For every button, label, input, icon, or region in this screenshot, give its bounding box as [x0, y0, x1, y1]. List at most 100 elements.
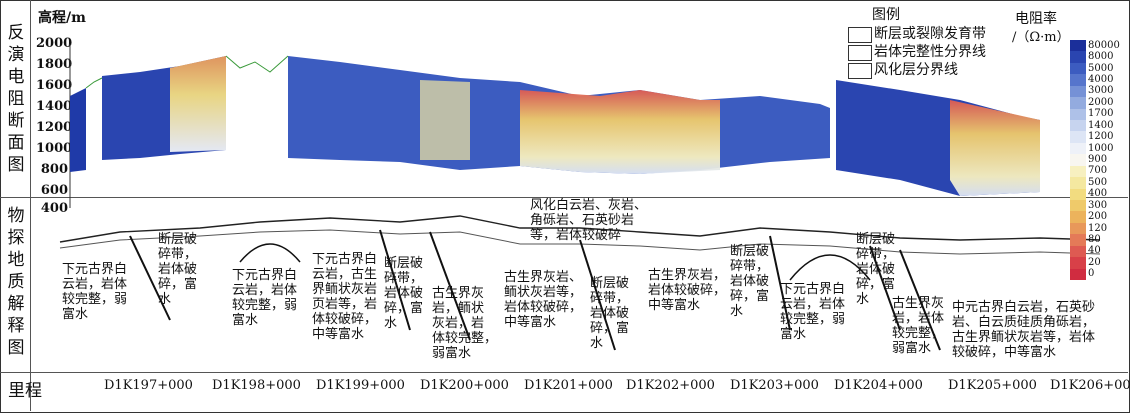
- colorbar-segment: [1070, 188, 1086, 201]
- colorbar-segment: [1070, 97, 1086, 110]
- legend-swatch-fault: [848, 27, 872, 43]
- colorbar-label: 700: [1088, 165, 1108, 177]
- fault-zone-line: [769, 235, 791, 331]
- colorbar-segment: [1070, 234, 1086, 247]
- colorbar-label: 4000: [1088, 74, 1114, 85]
- mileage-tick: D1K198+000: [212, 378, 301, 393]
- colorbar-segment: [1070, 85, 1086, 98]
- fault-zone-line: [129, 235, 171, 321]
- mileage-label: 里程: [8, 381, 42, 401]
- high-resistivity-zone-4: [950, 100, 1040, 196]
- colorbar-segment: [1070, 211, 1086, 224]
- colorbar-segment: [1070, 74, 1086, 87]
- colorbar-label: 8000: [1088, 51, 1114, 63]
- legend-swatch-integrity: [848, 45, 872, 61]
- annotation: 断层破 碎带， 岩体破 碎，富 水: [384, 256, 424, 331]
- high-resistivity-zone-2: [520, 90, 720, 174]
- annotation: 断层破 碎带， 岩体破 碎，富 水: [158, 232, 198, 307]
- colorbar-segment: [1070, 200, 1086, 212]
- colorbar-segment: [1070, 142, 1086, 155]
- annotation: 下元古界白 云岩，岩体 较完整，弱 富水: [780, 282, 846, 342]
- integrity-boundary-line: [789, 254, 871, 281]
- annotation: 断层破 碎带， 岩体破 碎，富 水: [590, 276, 630, 351]
- mileage-tick: D1K205+000: [948, 378, 1037, 393]
- colorbar-label: 1200: [1088, 131, 1114, 143]
- annotation: 古生界灰 岩，岩体 较完整， 弱富水: [892, 296, 945, 356]
- annotation: 风化白云岩、灰岩、 角砾岩、石英砂岩 等，岩体较破碎: [530, 198, 648, 243]
- label-column-divider: [30, 0, 31, 411]
- mileage-tick: D1K203+000: [730, 378, 819, 393]
- mileage-tick: D1K201+000: [524, 378, 613, 393]
- fault-zone-line: [379, 229, 411, 331]
- axis-tick: 1600: [36, 78, 73, 93]
- fault-zone-line: [429, 231, 471, 341]
- fault-zone-line: [899, 249, 941, 351]
- colorbar-label: 20: [1088, 256, 1101, 268]
- colorbar-segment: [1070, 222, 1086, 235]
- weathering-boundary-line: [59, 229, 1101, 255]
- annotation: 下元古界白 云岩，岩体 较完整，弱 富水: [62, 262, 128, 322]
- colorbar-label: 5000: [1088, 62, 1114, 74]
- fault-zone-line: [869, 245, 901, 331]
- integrity-boundary-line: [239, 243, 301, 263]
- colorbar-label: 200: [1088, 211, 1108, 223]
- high-resistivity-zone-1: [170, 56, 226, 152]
- colorbar-unit: /（Ω·m）: [1012, 30, 1070, 45]
- legend-title: 图例: [872, 7, 900, 23]
- axis-tick: 600: [40, 183, 68, 198]
- colorbar-label: 2000: [1088, 96, 1114, 108]
- colorbar-label: 80: [1088, 234, 1101, 245]
- colorbar: [1070, 40, 1086, 281]
- annotation: 下元古界白 云岩，古生 界鲕状灰岩 页岩等，岩 体较破碎， 中等富水: [312, 252, 378, 342]
- annotation: 古生界灰岩、 鲕状灰岩等， 岩体较破碎， 中等富水: [504, 270, 583, 330]
- legend-swatch-weathering: [848, 63, 872, 79]
- colorbar-label: 120: [1088, 222, 1108, 234]
- colorbar-segment: [1070, 40, 1086, 52]
- axis-tick: 1400: [36, 99, 73, 114]
- colorbar-label: 3000: [1088, 85, 1114, 97]
- colorbar-label: 400: [1088, 188, 1108, 200]
- colorbar-label: 0: [1088, 268, 1095, 280]
- mileage-tick: D1K204+000: [834, 378, 923, 393]
- colorbar-title: 电阻率: [1015, 11, 1057, 27]
- section-label-inversion: 反 演 电 阻 断 面 图: [7, 23, 25, 175]
- colorbar-label: 1000: [1088, 142, 1114, 154]
- axis-tick: 800: [40, 162, 68, 177]
- colorbar-segment: [1070, 268, 1086, 281]
- colorbar-label: 80000: [1088, 39, 1120, 51]
- terrain-line-gap: [225, 55, 289, 73]
- section-divider-2: [0, 372, 1128, 373]
- colorbar-segment: [1070, 51, 1086, 64]
- colorbar-label: 1700: [1088, 108, 1114, 120]
- section-label-interpretation: 物 探 地 质 解 释 图: [7, 206, 25, 358]
- colorbar-segment: [1070, 154, 1086, 167]
- annotation: 中元古界白云岩，石英砂 岩、白云质硅质角砾岩， 古生界鲕状灰岩等，岩体 较破碎，…: [952, 300, 1096, 360]
- colorbar-segment: [1070, 165, 1086, 178]
- section-divider-1: [0, 197, 1128, 198]
- mileage-tick: D1K197+000: [104, 378, 193, 393]
- annotation: 古生界灰岩， 岩体较破碎， 中等富水: [648, 268, 727, 313]
- axis-tick: 400: [40, 201, 68, 216]
- annotation: 下元古界白 云岩，岩体 较完整，弱 富水: [232, 268, 298, 328]
- colorbar-segment: [1070, 245, 1086, 258]
- colorbar-segment: [1070, 108, 1086, 121]
- axis-tick: 2000: [36, 36, 73, 51]
- annotation: 断层破 碎带， 岩体破 碎，富 水: [730, 244, 770, 319]
- fault-zone-line: [579, 239, 616, 351]
- terrain-line-left: [85, 77, 103, 89]
- colorbar-label: 500: [1088, 176, 1108, 188]
- axis-tick: 1000: [36, 141, 73, 156]
- colorbar-segment: [1070, 62, 1086, 75]
- mileage-tick: D1K200+000: [420, 378, 509, 393]
- colorbar-label: 300: [1088, 199, 1108, 211]
- mileage-tick: D1K202+000: [626, 378, 715, 393]
- inversion-panel-left: [70, 88, 86, 172]
- legend-item-integrity: 岩体完整性分界线: [874, 44, 986, 60]
- axis-tick: 1200: [36, 120, 73, 135]
- mileage-tick: D1K199+000: [316, 378, 405, 393]
- colorbar-segment: [1070, 257, 1086, 270]
- axis-title: 高程/m: [38, 10, 86, 26]
- high-resistivity-zone-3: [420, 80, 470, 160]
- colorbar-segment: [1070, 131, 1086, 144]
